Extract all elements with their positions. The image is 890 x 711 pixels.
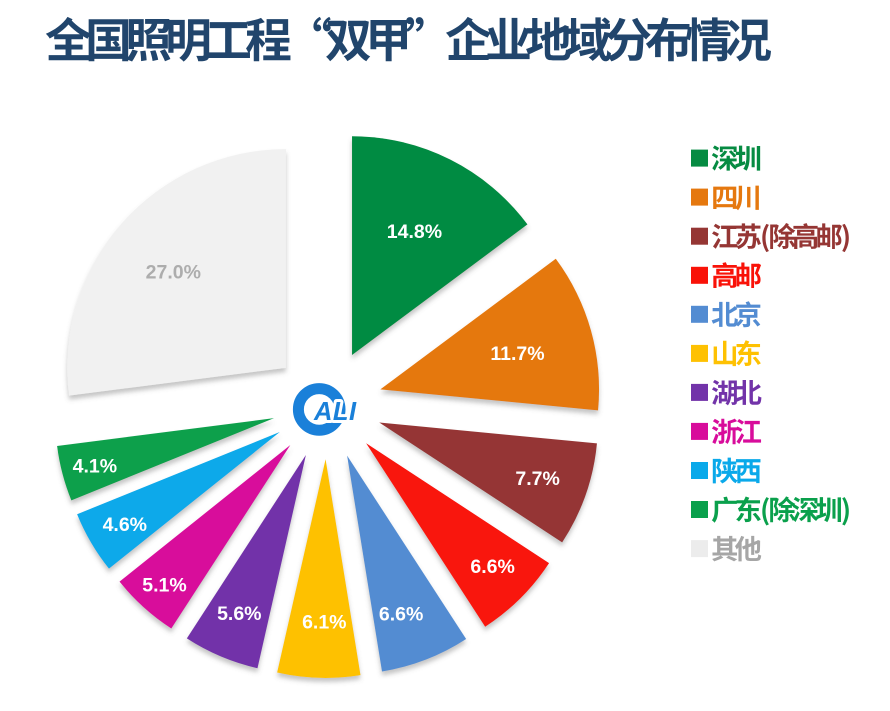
svg-text:6.6%: 6.6% (470, 556, 514, 578)
svg-text:6.6%: 6.6% (379, 604, 423, 626)
svg-text:5.6%: 5.6% (217, 603, 261, 625)
svg-text:ALI: ALI (313, 398, 357, 426)
svg-text:7.7%: 7.7% (515, 468, 559, 490)
svg-text:6.1%: 6.1% (302, 611, 346, 633)
svg-text:11.7%: 11.7% (490, 343, 544, 365)
svg-text:5.1%: 5.1% (142, 575, 186, 597)
svg-text:4.1%: 4.1% (73, 455, 117, 477)
svg-text:14.8%: 14.8% (387, 221, 442, 243)
svg-text:27.0%: 27.0% (146, 262, 201, 284)
svg-text:4.6%: 4.6% (103, 514, 147, 536)
